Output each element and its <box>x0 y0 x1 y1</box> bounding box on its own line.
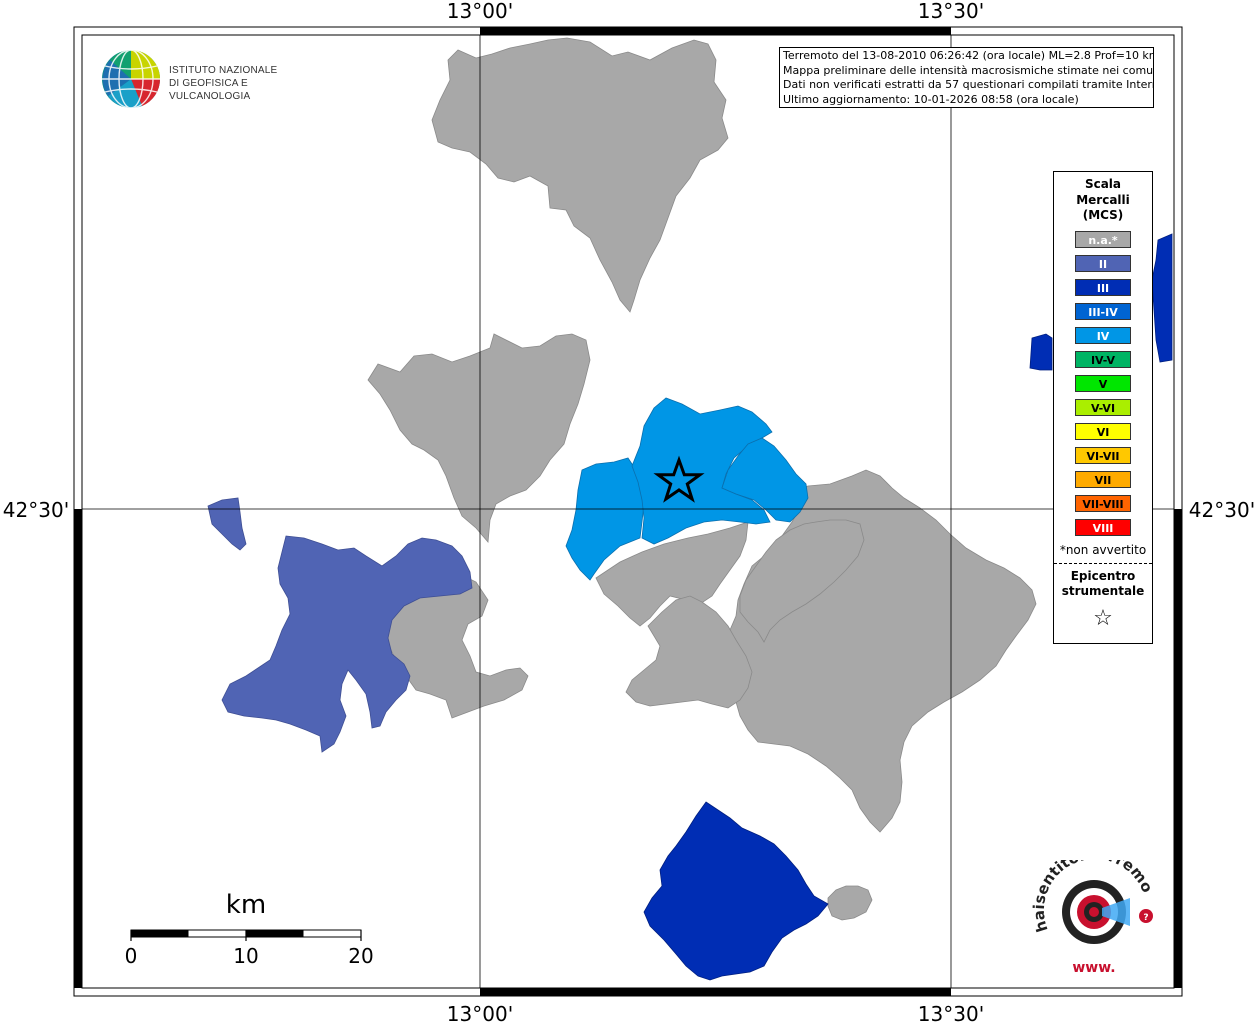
municipality-ii-small <box>207 497 247 551</box>
municipality-south-center <box>625 595 753 709</box>
info-line-4: Ultimo aggiornamento: 10-01-2026 08:58 (… <box>783 92 1079 106</box>
legend-item-viii: VIII <box>1075 518 1131 536</box>
frame-bar-right <box>1174 509 1182 988</box>
legend-title-line-1: Scala <box>1084 177 1122 191</box>
mcs-legend: Scala Mercalli (MCS) n.a.* II III III-IV… <box>1053 171 1153 644</box>
municipality-west-center <box>367 333 591 543</box>
municipality-iv-west <box>565 457 645 581</box>
legend-title-line-2: Mercalli <box>1076 192 1130 207</box>
legend-note: *non avvertito <box>1059 542 1147 557</box>
legend-item-v: V <box>1075 374 1131 392</box>
legend-epicenter-line-2: strumentale <box>1061 584 1145 598</box>
legend-epicenter-title: Epicentro strumentale <box>1054 569 1152 600</box>
logo-line-2: DI GEOFISICA E VULCANOLOGIA <box>169 78 251 102</box>
svg-text:?: ? <box>1143 913 1148 923</box>
frame-bar-top <box>480 27 951 35</box>
municipality-iii-edge-2 <box>1029 333 1053 371</box>
municipalities-iii <box>643 233 1173 981</box>
municipalities-na <box>367 37 1037 921</box>
frame-bar-left <box>74 509 82 988</box>
municipality-east-inner <box>739 519 865 643</box>
legend-title-line-3: (MCS) <box>1082 208 1124 222</box>
event-info-box: Terremoto del 13-08-2010 06:26:42 (ora l… <box>779 47 1154 108</box>
scale-unit: km <box>226 890 266 920</box>
legend-star-icon: ☆ <box>1093 605 1113 631</box>
legend-item-vii: VII <box>1075 470 1131 488</box>
scale-label-0: 0 <box>125 944 138 968</box>
legend-item-iv: IV <box>1075 326 1131 344</box>
legend-item-vi-vii: VI-VII <box>1075 446 1131 464</box>
coord-bottom-left: 13°00' <box>447 1002 513 1024</box>
legend-item-iv-v: IV-V <box>1075 350 1131 368</box>
legend-items: n.a.* II III III-IV IV IV-V V V-VI VI VI… <box>1054 230 1152 536</box>
coord-left-lat: 42°30' <box>3 498 69 522</box>
legend-item-v-vi: V-VI <box>1075 398 1131 416</box>
brand-url: www. <box>1072 960 1115 976</box>
logo-line-1: ISTITUTO NAZIONALE <box>169 65 278 76</box>
scale-label-20: 20 <box>348 944 373 968</box>
seismograph-logo-icon: ? haisentitoilterremoto.it www. <box>1030 860 1156 976</box>
municipalities-ii <box>207 497 473 753</box>
scale-bar: km 0 10 20 <box>125 890 374 968</box>
legend-item-na: n.a.* <box>1075 230 1131 248</box>
coord-bottom-right: 13°30' <box>918 1002 984 1024</box>
globe-icon <box>102 49 161 109</box>
legend-item-iii-iv: III-IV <box>1075 302 1131 320</box>
municipality-ii-large <box>221 535 473 753</box>
epicenter-star-icon <box>653 455 705 503</box>
municipality-iv-center <box>631 397 773 545</box>
municipality-north <box>431 37 729 313</box>
municipality-iii-south <box>643 801 829 981</box>
legend-title: Scala Mercalli (MCS) <box>1054 177 1152 224</box>
scale-seg-3 <box>246 930 304 937</box>
coord-right-lat: 42°30' <box>1189 498 1255 522</box>
coord-top-right: 13°30' <box>918 0 984 23</box>
municipality-islet-south <box>827 885 873 921</box>
scale-seg-1 <box>131 930 189 937</box>
scale-label-10: 10 <box>233 944 258 968</box>
legend-epicenter-line-1: Epicentro <box>1070 568 1136 583</box>
municipalities-iv <box>565 397 809 581</box>
legend-item-ii: II <box>1075 254 1131 272</box>
info-line-1: Terremoto del 13-08-2010 06:26:42 (ora l… <box>783 49 1154 62</box>
info-line-2: Mappa preliminare delle intensità macros… <box>783 63 1154 77</box>
municipality-iv-east <box>721 437 809 523</box>
municipality-center-south <box>595 521 749 627</box>
info-line-3: Dati non verificati estratti da 57 quest… <box>783 78 1154 91</box>
frame-bar-bottom <box>480 988 951 996</box>
coord-top-left: 13°00' <box>447 0 513 23</box>
legend-separator <box>1054 562 1152 564</box>
ingv-logo: ISTITUTO NAZIONALE DI GEOFISICA E VULCAN… <box>100 48 320 112</box>
municipality-iii-edge <box>1151 233 1173 363</box>
legend-item-iii: III <box>1075 278 1131 296</box>
legend-item-vii-viii: VII-VIII <box>1075 494 1131 512</box>
legend-item-vi: VI <box>1075 422 1131 440</box>
